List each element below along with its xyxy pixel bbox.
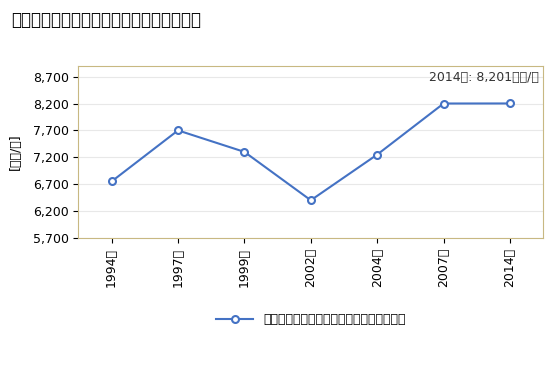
Legend: 卸売業の従業者一人当たり年間商品販売額: 卸売業の従業者一人当たり年間商品販売額 bbox=[211, 309, 411, 332]
卸売業の従業者一人当たり年間商品販売額 bbox=[241, 150, 248, 154]
卸売業の従業者一人当たり年間商品販売額 bbox=[108, 179, 115, 184]
卸売業の従業者一人当たり年間商品販売額 bbox=[307, 198, 314, 202]
卸売業の従業者一人当たり年間商品販売額 bbox=[507, 101, 514, 106]
卸売業の従業者一人当たり年間商品販売額 bbox=[374, 152, 381, 157]
卸売業の従業者一人当たり年間商品販売額 bbox=[175, 128, 181, 132]
Text: 卸売業の従業者一人当たり年間商品販売額: 卸売業の従業者一人当たり年間商品販売額 bbox=[11, 11, 201, 29]
Text: 2014年: 8,201万円/人: 2014年: 8,201万円/人 bbox=[428, 71, 539, 84]
卸売業の従業者一人当たり年間商品販売額 bbox=[440, 101, 447, 106]
Y-axis label: [万円/人]: [万円/人] bbox=[8, 134, 22, 170]
Line: 卸売業の従業者一人当たり年間商品販売額: 卸売業の従業者一人当たり年間商品販売額 bbox=[108, 100, 514, 204]
